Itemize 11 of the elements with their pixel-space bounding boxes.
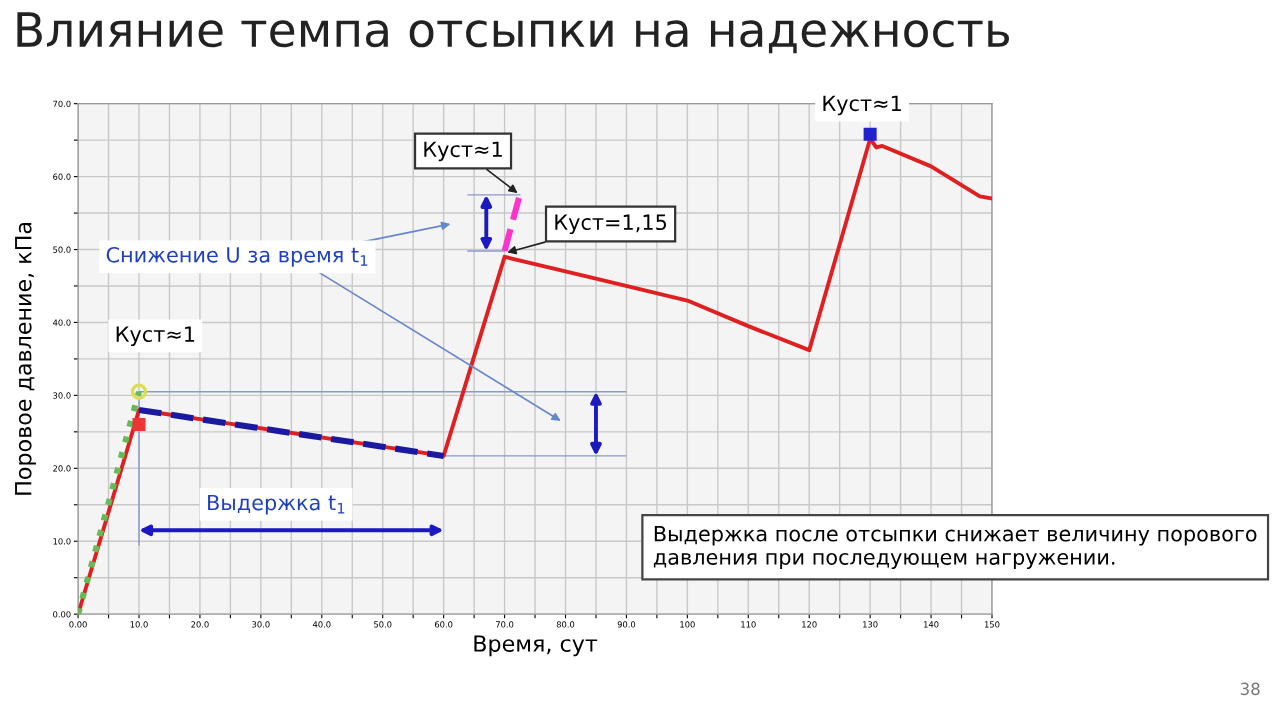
annotation: Куст≈1 (424, 141, 502, 162)
annotation: Снижение U за время t$_{1}$ (106, 246, 368, 267)
text: 38 (1240, 682, 1260, 696)
chart-title: Влияние темпа отсыпки на надежность (17, 12, 1010, 54)
annotation: Куст=1,15 (555, 214, 667, 235)
annotation: Куст≈1 (116, 326, 195, 347)
y-axis-title: Поровое давление, кПа (15, 222, 36, 495)
annotation: Выдержка после отсыпки снижает величину порового давления при последующем нагружении. (653, 526, 1257, 569)
x-axis-title: Время, сут (474, 635, 598, 657)
annotation: Куст≈1 (823, 95, 901, 116)
annotation: Выдержка t$_{1}$ (208, 494, 345, 515)
